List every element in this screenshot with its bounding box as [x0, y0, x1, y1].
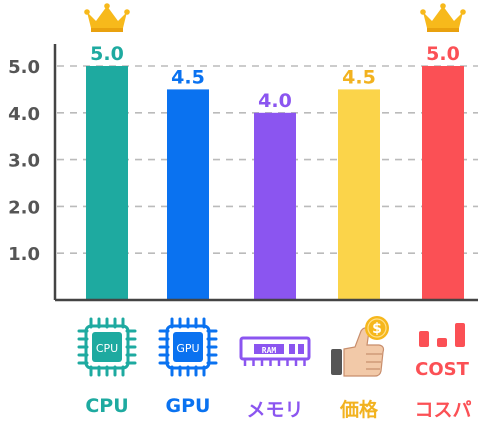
y-tick-label: 1.0	[8, 244, 40, 265]
category-icons: CPU GPU RAM $ COST	[77, 316, 470, 380]
gpu-chip-icon: GPU	[158, 317, 218, 377]
cpu-chip-icon: CPU	[77, 317, 137, 377]
svg-text:RAM: RAM	[262, 346, 277, 355]
crowns	[84, 3, 466, 32]
y-tick-label: 2.0	[8, 197, 40, 218]
y-tick-label: 3.0	[8, 151, 40, 172]
value-labels: 5.0 4.5 4.0 4.5 5.0	[90, 43, 460, 112]
category-label-cpu: CPU	[85, 395, 129, 417]
category-label-memory: メモリ	[246, 399, 304, 421]
bar	[254, 112, 296, 300]
svg-text:COST: COST	[415, 359, 469, 380]
category-label-gpu: GPU	[165, 395, 211, 417]
y-tick-label: 4.0	[8, 104, 40, 125]
value-label: 5.0	[90, 43, 124, 65]
ram-stick-icon: RAM	[239, 336, 311, 366]
svg-text:CPU: CPU	[96, 342, 118, 355]
svg-text:$: $	[372, 321, 382, 337]
category-label-price: 価格	[339, 399, 378, 421]
value-label: 4.5	[342, 66, 376, 88]
value-label: 4.0	[258, 90, 292, 112]
bar	[422, 66, 464, 300]
y-tick-label: 5.0	[8, 57, 40, 78]
bar	[167, 89, 209, 301]
bar	[86, 66, 128, 300]
bar	[338, 89, 380, 301]
crown-icon	[84, 3, 130, 32]
value-label: 4.5	[171, 66, 205, 88]
crown-icon	[420, 3, 466, 32]
bars	[86, 66, 464, 301]
cost-bars-icon: COST	[415, 323, 470, 380]
svg-text:GPU: GPU	[176, 342, 199, 355]
value-label: 5.0	[426, 43, 460, 65]
category-label-cospa: コスパ	[414, 399, 472, 421]
y-axis-ticks: 1.0 2.0 3.0 4.0 5.0	[8, 57, 40, 265]
thumbs-up-coin-icon: $	[331, 316, 389, 377]
